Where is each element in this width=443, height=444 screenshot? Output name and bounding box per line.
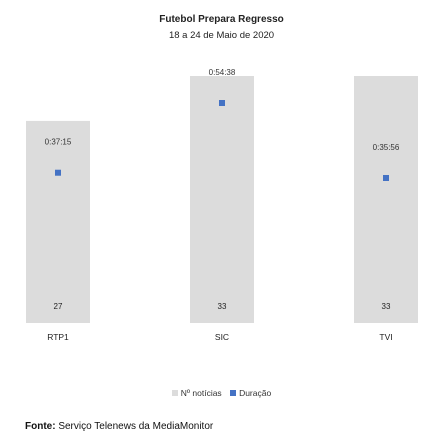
chart-subtitle: 18 a 24 de Maio de 2020 xyxy=(168,30,275,41)
legend-label-noticias: Nº notícias xyxy=(180,388,222,398)
bar-rtp1 xyxy=(26,120,90,323)
legend-swatch-duracao xyxy=(230,390,237,396)
legend-item-duracao: Duração xyxy=(230,388,271,398)
category-label-tvi: TVI xyxy=(379,332,392,342)
source-note: Fonte: Serviço Telenews da MediaMonitor xyxy=(25,421,213,432)
source-text: Serviço Telenews da MediaMonitor xyxy=(58,421,214,432)
bar-tvi xyxy=(354,76,418,323)
duration-marker-rtp1 xyxy=(55,169,61,176)
duration-label-tvi: 0:35:56 xyxy=(373,143,400,152)
source-label: Fonte: xyxy=(25,421,56,432)
bar-value-label-tvi: 33 xyxy=(382,302,391,311)
category-label-rtp1: RTP1 xyxy=(47,332,69,342)
bar-sic xyxy=(190,76,254,323)
chart-plot: 27 0:37:15 RTP1 33 0:54:38 SIC 33 0:35:56 TVI xyxy=(26,68,418,342)
chart: Futebol Prepara Regresso 18 a 24 de Maio… xyxy=(0,14,443,398)
legend: Nº notícias Duração xyxy=(0,388,443,398)
duration-marker-sic xyxy=(219,100,225,106)
legend-label-duracao: Duração xyxy=(239,388,272,398)
duration-marker-tvi xyxy=(383,175,389,181)
duration-label-sic: 0:54:38 xyxy=(209,68,236,77)
legend-swatch-noticias xyxy=(171,390,178,396)
bar-value-label-rtp1: 27 xyxy=(54,302,63,311)
legend-item-noticias: Nº notícias xyxy=(171,388,222,398)
category-label-sic: SIC xyxy=(215,332,229,342)
bar-value-label-sic: 33 xyxy=(218,302,227,311)
duration-label-rtp1: 0:37:15 xyxy=(45,138,72,147)
chart-title: Futebol Prepara Regresso xyxy=(159,14,284,25)
